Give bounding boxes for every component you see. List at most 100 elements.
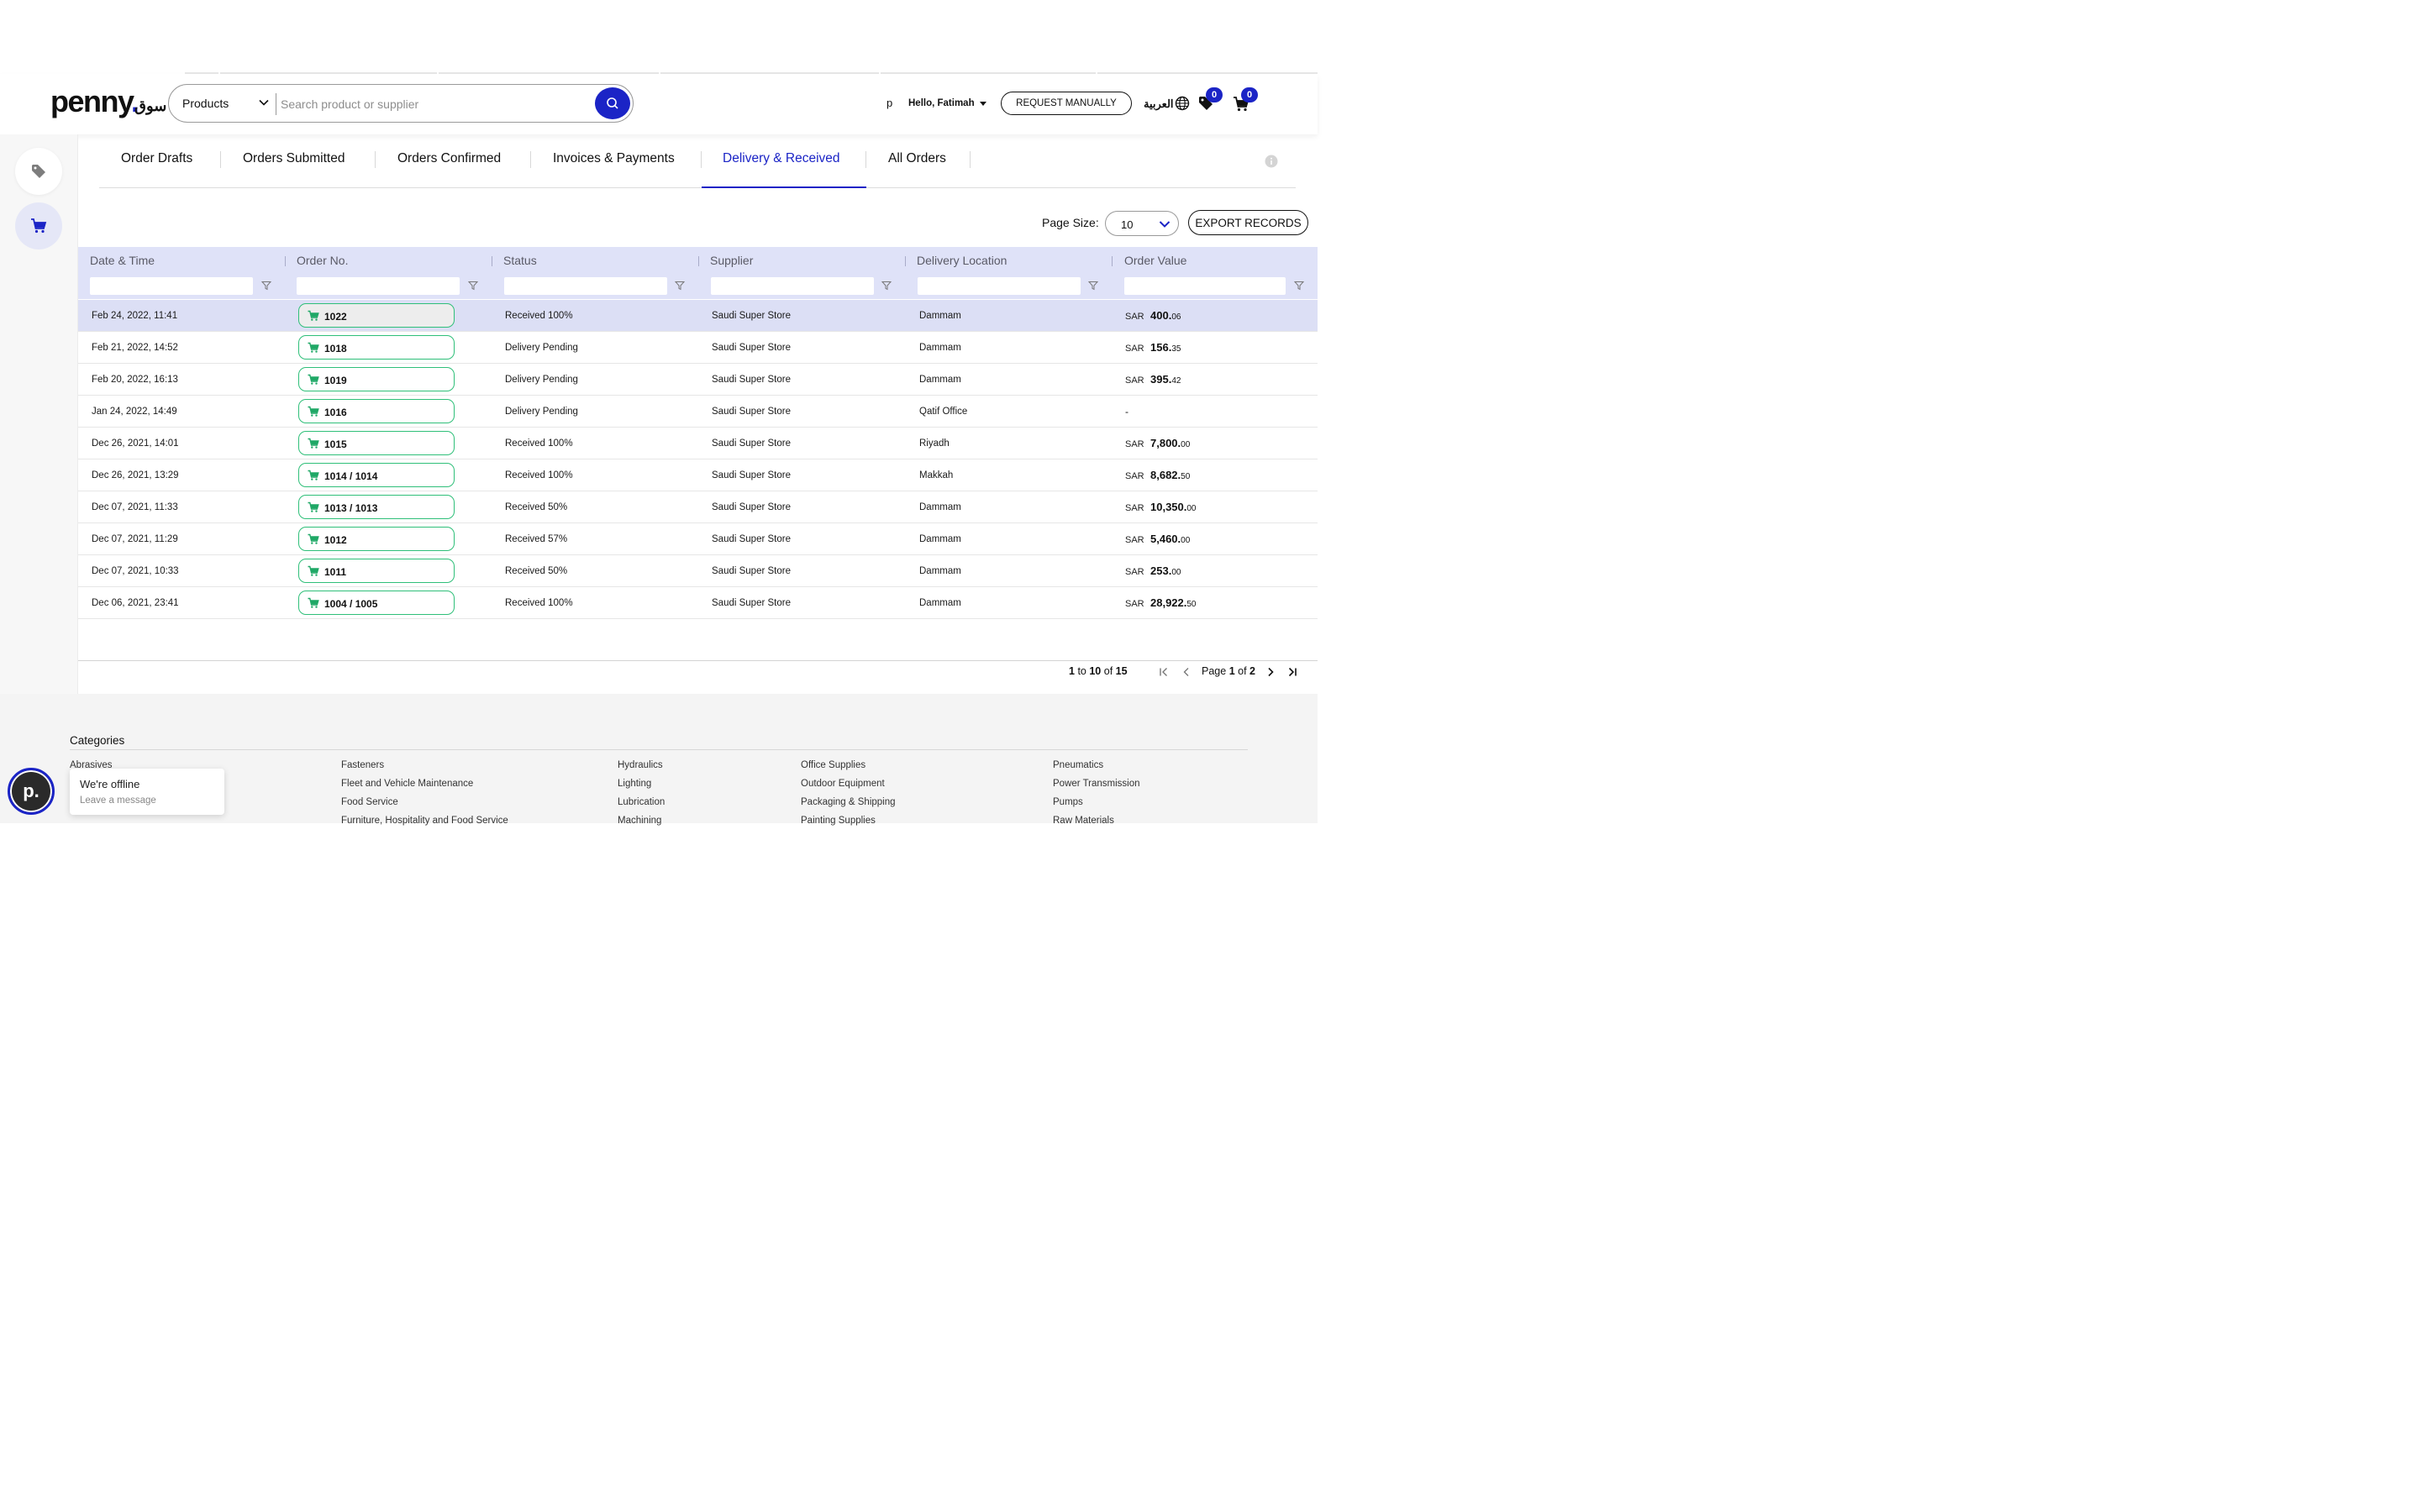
column-header-status[interactable]: Status	[503, 254, 537, 267]
category-link[interactable]: Hydraulics	[618, 760, 663, 770]
category-link[interactable]: Office Supplies	[801, 760, 866, 770]
column-header-supplier[interactable]: Supplier	[710, 254, 754, 267]
table-row[interactable]: Dec 07, 2021, 11:33 1013 / 1013 Received 5…	[78, 491, 1318, 523]
next-page-icon[interactable]	[1265, 666, 1276, 678]
tab-all-orders[interactable]: All Orders	[888, 151, 946, 165]
category-link[interactable]: Packaging & Shipping	[801, 797, 896, 807]
chat-popup[interactable]: We're offline Leave a message	[70, 769, 224, 815]
search-input[interactable]	[281, 94, 592, 114]
order-number-button[interactable]: 1013 / 1013	[298, 495, 455, 519]
cart-icon	[308, 470, 319, 480]
order-number: 1011	[324, 566, 347, 578]
tab-delivery-received[interactable]: Delivery & Received	[723, 151, 840, 165]
filter-input-supplier[interactable]	[711, 277, 874, 295]
tag-icon[interactable]	[1197, 95, 1214, 112]
cart-icon[interactable]	[1233, 96, 1249, 113]
language-switch[interactable]: العربية	[1144, 97, 1174, 110]
filter-input-status[interactable]	[504, 277, 667, 295]
tab-order-drafts[interactable]: Order Drafts	[121, 151, 193, 165]
row-date: Dec 06, 2021, 23:41	[92, 598, 179, 608]
column-separator[interactable]	[698, 256, 699, 266]
globe-icon[interactable]	[1175, 96, 1190, 111]
order-number-button[interactable]: 1004 / 1005	[298, 591, 455, 615]
category-link[interactable]: Pneumatics	[1053, 760, 1104, 770]
first-page-icon[interactable]	[1158, 666, 1170, 678]
order-number-button[interactable]: 1012	[298, 527, 455, 551]
search-category-select[interactable]: Products	[182, 97, 229, 110]
row-status: Delivery Pending	[505, 343, 578, 353]
left-sidebar	[0, 134, 78, 694]
table-row[interactable]: Feb 24, 2022, 11:41 1022 Received 100% Saud…	[78, 300, 1318, 332]
category-link[interactable]: Lubrication	[618, 797, 666, 807]
sidebar-item-offers[interactable]	[15, 148, 62, 195]
filter-input-order-no[interactable]	[297, 277, 460, 295]
filter-icon[interactable]	[881, 281, 892, 291]
column-header-delivery-location[interactable]: Delivery Location	[917, 254, 1007, 267]
order-value: 7,800.00	[1150, 437, 1190, 449]
sidebar-item-orders[interactable]	[15, 202, 62, 249]
table-row[interactable]: Dec 26, 2021, 14:01 1015 Received 100% Saud…	[78, 428, 1318, 459]
order-number-button[interactable]: 1014 / 1014	[298, 463, 455, 487]
order-number-button[interactable]: 1018	[298, 335, 455, 360]
category-link[interactable]: Power Transmission	[1053, 779, 1140, 789]
filter-input-order-value[interactable]	[1124, 277, 1286, 295]
column-header-date[interactable]: Date & Time	[90, 254, 155, 267]
column-header-order-value[interactable]: Order Value	[1124, 254, 1187, 267]
tab-orders-submitted[interactable]: Orders Submitted	[243, 151, 345, 165]
user-greeting[interactable]: Hello, Fatimah	[908, 98, 975, 108]
tab-separator	[970, 151, 971, 168]
order-number-button[interactable]: 1015	[298, 431, 455, 455]
filter-icon[interactable]	[1294, 281, 1304, 291]
last-page-icon[interactable]	[1286, 666, 1298, 678]
category-link[interactable]: Raw Materials	[1053, 816, 1114, 826]
table-row[interactable]: Dec 26, 2021, 13:29 1014 / 1014 Received 1…	[78, 459, 1318, 491]
row-supplier: Saudi Super Store	[712, 311, 791, 321]
table-row[interactable]: Dec 07, 2021, 11:29 1012 Received 57% Saudi…	[78, 523, 1318, 555]
category-link[interactable]: Outdoor Equipment	[801, 779, 885, 789]
category-link[interactable]: Abrasives	[70, 760, 113, 770]
category-link[interactable]: Fasteners	[341, 760, 385, 770]
caret-down-icon[interactable]	[980, 102, 986, 106]
category-link[interactable]: Machining	[618, 816, 662, 826]
order-number-button[interactable]: 1019	[298, 367, 455, 391]
order-number-button[interactable]: 1016	[298, 399, 455, 423]
logo[interactable]: penny.	[50, 84, 139, 118]
column-separator[interactable]	[285, 256, 286, 266]
table-row[interactable]: Jan 24, 2022, 14:49 1016 Delivery Pending S…	[78, 396, 1318, 428]
chat-avatar[interactable]: p.	[8, 768, 55, 815]
filter-input-date[interactable]	[90, 277, 253, 295]
table-row[interactable]: Feb 21, 2022, 14:52 1018 Delivery Pending S…	[78, 332, 1318, 364]
filter-icon[interactable]	[1088, 281, 1098, 291]
category-link[interactable]: Furniture, Hospitality and Food Service	[341, 816, 508, 826]
category-link[interactable]: Painting Supplies	[801, 816, 876, 826]
filter-input-delivery-location[interactable]	[918, 277, 1081, 295]
filter-icon[interactable]	[468, 281, 478, 291]
table-row[interactable]: Dec 07, 2021, 10:33 1011 Received 50% Saudi…	[78, 555, 1318, 587]
category-link[interactable]: Fleet and Vehicle Maintenance	[341, 779, 474, 789]
info-icon[interactable]	[1265, 155, 1278, 168]
page-size-select[interactable]: 10	[1105, 211, 1179, 236]
top-divider	[220, 72, 437, 74]
category-link[interactable]: Food Service	[341, 797, 398, 807]
category-link[interactable]: Lighting	[618, 779, 652, 789]
order-number-button[interactable]: 1022	[298, 303, 455, 328]
search-button[interactable]	[595, 87, 630, 119]
table-row[interactable]: Feb 20, 2022, 16:13 1019 Delivery Pending S…	[78, 364, 1318, 396]
request-manually-button[interactable]: REQUEST MANUALLY	[1001, 92, 1132, 115]
leave-message-link[interactable]: Leave a message	[80, 795, 156, 806]
column-separator[interactable]	[1112, 256, 1113, 266]
order-number-button[interactable]: 1011	[298, 559, 455, 583]
order-value-int: 253.	[1150, 564, 1172, 577]
filter-icon[interactable]	[675, 281, 685, 291]
table-row[interactable]: Dec 06, 2021, 23:41 1004 / 1005 Received 1…	[78, 587, 1318, 619]
export-records-button[interactable]: EXPORT RECORDS	[1188, 210, 1308, 235]
chevron-down-icon[interactable]	[258, 97, 270, 108]
tab-orders-confirmed[interactable]: Orders Confirmed	[397, 151, 502, 165]
cart-icon	[308, 501, 319, 512]
category-link[interactable]: Pumps	[1053, 797, 1083, 807]
tab-invoices-payments[interactable]: Invoices & Payments	[553, 151, 675, 165]
column-header-order-no[interactable]: Order No.	[297, 254, 349, 267]
filter-icon[interactable]	[261, 281, 271, 291]
previous-page-icon[interactable]	[1181, 666, 1192, 678]
column-separator[interactable]	[905, 256, 906, 266]
